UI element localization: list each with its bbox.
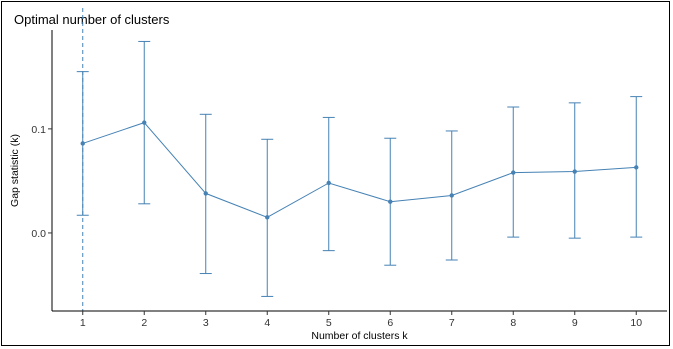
- data-point-k7: [449, 193, 454, 198]
- y-tick-label: 0.0: [31, 228, 46, 240]
- data-point-k10: [634, 165, 639, 170]
- plot-area: [76, 8, 643, 311]
- data-point-k8: [511, 170, 516, 175]
- data-point-k5: [326, 180, 331, 186]
- y-tick-label: 0.1: [31, 124, 46, 136]
- data-point-k9: [572, 169, 577, 174]
- x-tick-label: 6: [387, 317, 393, 329]
- data-point-k6: [388, 199, 393, 204]
- y-axis-ticks: 0.0 0.1: [31, 124, 52, 240]
- x-tick-label: 2: [141, 317, 147, 329]
- x-tick-label: 9: [572, 317, 578, 329]
- x-tick-label: 3: [203, 317, 209, 329]
- data-point-k4: [265, 215, 270, 220]
- data-point-k2: [142, 120, 147, 125]
- x-axis-ticks: 1 2 3 4 5 6 7 8 9 10: [80, 311, 642, 329]
- data-point-k1: [80, 141, 85, 146]
- x-tick-label: 7: [449, 317, 455, 329]
- x-axis-title: Number of clusters k: [311, 330, 408, 342]
- x-tick-label: 10: [630, 317, 642, 329]
- x-tick-label: 5: [326, 317, 332, 329]
- x-tick-label: 1: [80, 317, 86, 329]
- y-axis-title: Gap statistic (k): [9, 134, 21, 207]
- gap-series-line: [82, 122, 637, 218]
- x-tick-label: 4: [264, 317, 270, 329]
- x-tick-label: 8: [510, 317, 516, 329]
- chart-title: Optimal number of clusters: [14, 12, 170, 27]
- data-point-k3: [203, 191, 208, 196]
